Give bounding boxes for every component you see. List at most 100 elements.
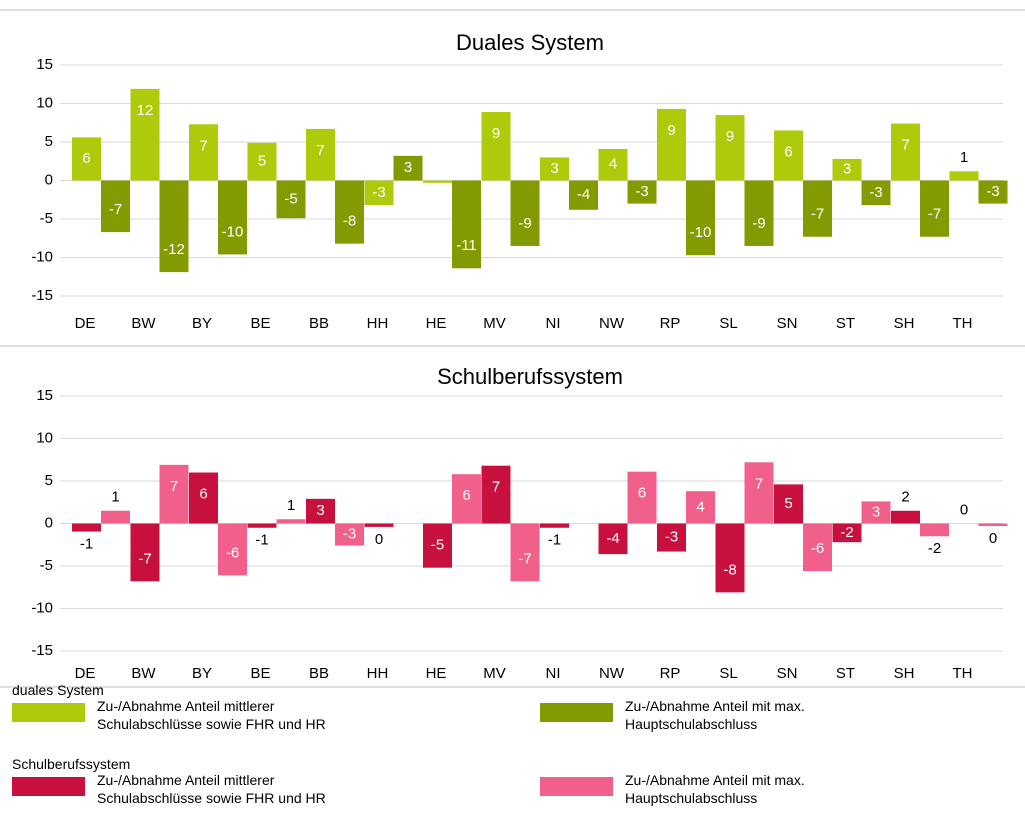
value-label: -2 bbox=[840, 524, 853, 541]
value-label: 3 bbox=[550, 160, 558, 177]
bar bbox=[276, 180, 306, 219]
value-label: -1 bbox=[255, 532, 268, 549]
x-tick-label: HE bbox=[426, 665, 447, 682]
bar bbox=[130, 88, 160, 181]
x-tick-label: SL bbox=[719, 665, 737, 682]
value-label: -12 bbox=[163, 241, 185, 258]
bar bbox=[364, 523, 394, 527]
bar bbox=[949, 171, 979, 181]
x-tick-label: BE bbox=[250, 665, 270, 682]
y-tick-label: 0 bbox=[45, 171, 53, 188]
chart-title: Duales System bbox=[456, 30, 604, 55]
value-label: -3 bbox=[372, 184, 385, 201]
bar bbox=[686, 491, 715, 524]
legend-title: Schulberufssystem bbox=[12, 756, 131, 772]
bar bbox=[159, 180, 189, 273]
y-tick-label: 15 bbox=[36, 56, 53, 73]
value-label: 3 bbox=[872, 503, 880, 520]
bar bbox=[189, 472, 218, 524]
bar bbox=[598, 148, 628, 181]
value-label: -3 bbox=[665, 528, 678, 545]
bar bbox=[744, 180, 774, 246]
x-tick-label: NW bbox=[599, 665, 625, 682]
bar bbox=[861, 501, 891, 524]
bar bbox=[481, 111, 511, 181]
x-tick-label: NI bbox=[546, 665, 561, 682]
x-tick-label: SN bbox=[777, 665, 798, 682]
bar bbox=[130, 523, 160, 582]
bar bbox=[540, 157, 569, 181]
bar bbox=[891, 123, 920, 181]
y-tick-label: 5 bbox=[45, 472, 53, 489]
legend-swatch bbox=[12, 703, 85, 722]
x-tick-label: BB bbox=[309, 665, 329, 682]
bar bbox=[861, 180, 891, 206]
x-tick-label: DE bbox=[75, 665, 96, 682]
value-label: -4 bbox=[606, 530, 619, 547]
x-tick-label: BE bbox=[250, 315, 270, 332]
legend-label: Zu-/Abnahme Anteil mit max. Hauptschulab… bbox=[625, 772, 805, 806]
bar bbox=[335, 523, 364, 546]
y-tick-label: -15 bbox=[31, 287, 53, 304]
legend-title: duales System bbox=[12, 682, 104, 698]
value-label: 1 bbox=[287, 497, 295, 514]
bar bbox=[832, 523, 862, 543]
bar bbox=[101, 510, 130, 524]
bar bbox=[101, 180, 130, 233]
value-label: 3 bbox=[404, 159, 412, 176]
value-label: -3 bbox=[343, 526, 356, 543]
x-tick-label: RP bbox=[660, 665, 681, 682]
value-label: -3 bbox=[986, 183, 999, 200]
bar bbox=[978, 523, 1008, 527]
bar bbox=[510, 180, 540, 246]
bar bbox=[978, 180, 1008, 204]
x-tick-label: RP bbox=[660, 315, 681, 332]
value-label: -7 bbox=[811, 206, 824, 223]
bar bbox=[189, 124, 218, 181]
value-label: 0 bbox=[989, 530, 997, 547]
value-label: 2 bbox=[901, 489, 909, 506]
x-tick-label: BW bbox=[131, 665, 156, 682]
x-tick-label: SH bbox=[894, 665, 915, 682]
legend-label: Zu-/Abnahme Anteil mittlerer Schulabschl… bbox=[97, 772, 326, 806]
bar bbox=[452, 474, 481, 524]
value-label: 7 bbox=[170, 478, 178, 495]
x-tick-label: MV bbox=[483, 665, 506, 682]
bar bbox=[715, 115, 745, 181]
value-label: 9 bbox=[492, 125, 500, 142]
value-label: -9 bbox=[518, 215, 531, 232]
value-label: 0 bbox=[375, 531, 383, 548]
value-label: -7 bbox=[138, 550, 151, 567]
x-tick-label: MV bbox=[483, 315, 506, 332]
value-label: 0 bbox=[960, 501, 968, 518]
x-tick-label: BY bbox=[192, 315, 212, 332]
bar bbox=[774, 484, 803, 524]
bar bbox=[247, 523, 277, 528]
value-label: 6 bbox=[82, 150, 90, 167]
bar bbox=[920, 523, 949, 537]
bar bbox=[920, 180, 949, 237]
bar bbox=[803, 180, 832, 237]
value-label: 6 bbox=[199, 485, 207, 502]
value-label: 6 bbox=[638, 485, 646, 502]
value-label: -11 bbox=[456, 237, 477, 254]
bar bbox=[627, 180, 657, 204]
x-tick-label: BB bbox=[309, 315, 329, 332]
x-tick-label: HE bbox=[426, 315, 447, 332]
x-tick-label: SN bbox=[777, 315, 798, 332]
bar bbox=[72, 523, 101, 532]
value-label: 4 bbox=[696, 498, 704, 515]
value-label: 1 bbox=[111, 489, 119, 506]
value-label: 3 bbox=[316, 502, 324, 519]
value-label: -7 bbox=[518, 550, 531, 567]
y-tick-label: 10 bbox=[36, 94, 53, 111]
value-label: -3 bbox=[869, 184, 882, 201]
value-label: 7 bbox=[199, 137, 207, 154]
bar bbox=[335, 180, 364, 244]
value-label: -9 bbox=[752, 215, 765, 232]
chart-title: Schulberufssystem bbox=[437, 364, 623, 389]
value-label: 7 bbox=[492, 479, 500, 496]
y-tick-label: -5 bbox=[40, 210, 53, 227]
